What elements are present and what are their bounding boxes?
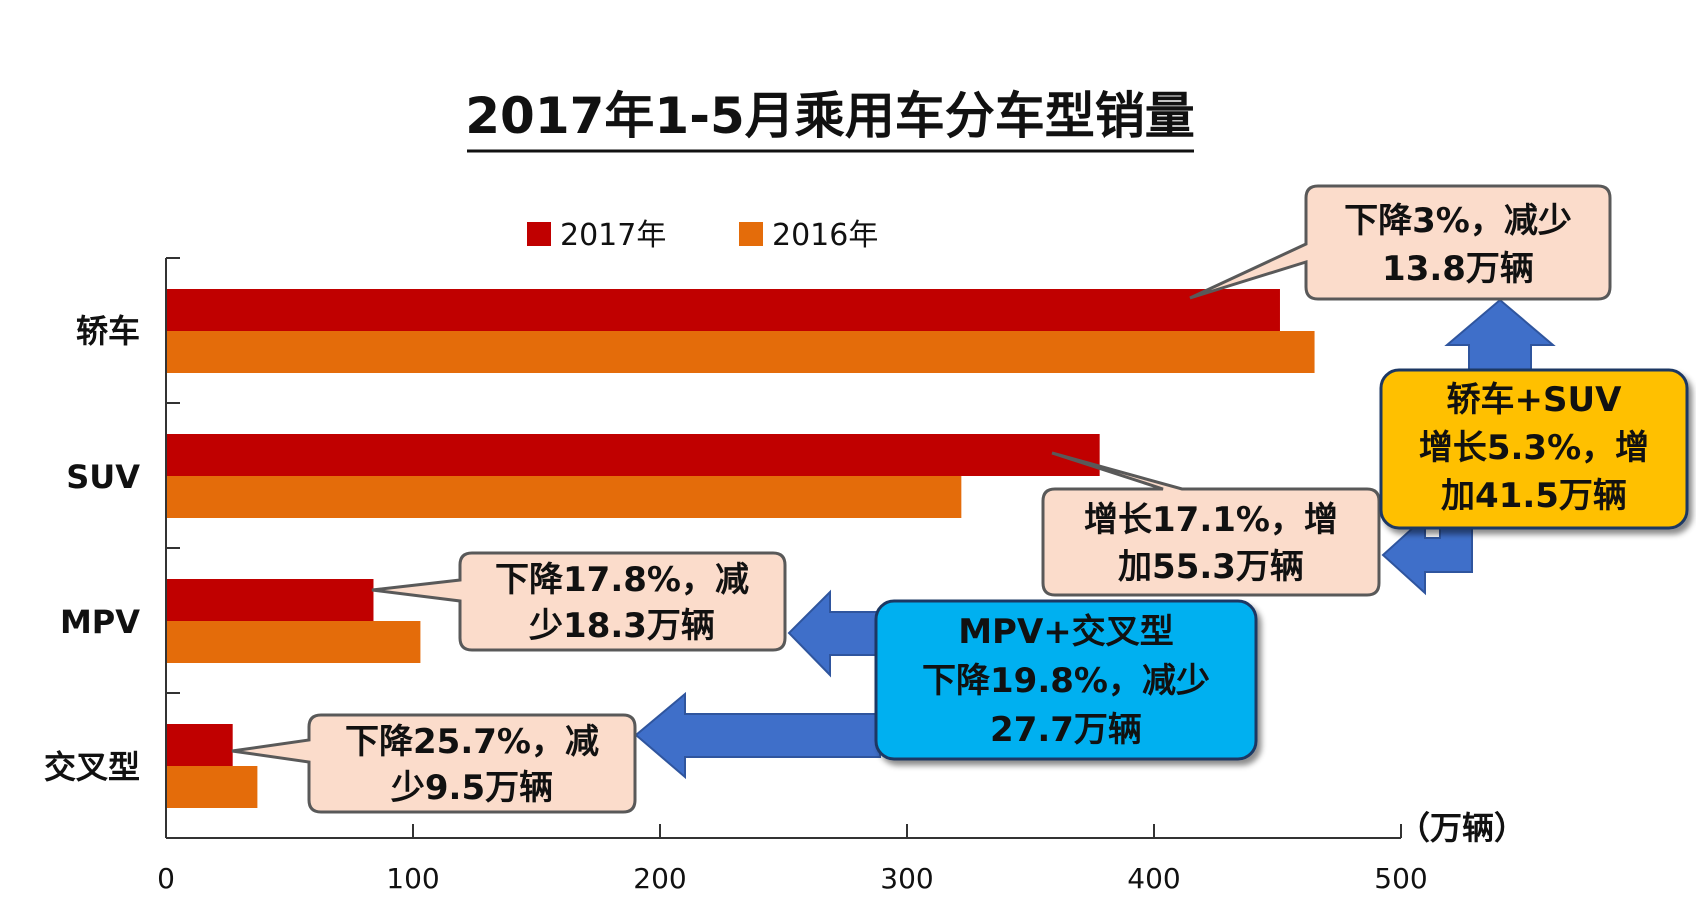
legend-label-2017: 2017年 — [560, 218, 666, 253]
callout-crossover: 下降25.7%，减 少9.5万辆 — [231, 713, 637, 814]
bar-suv-2017 — [166, 434, 1100, 476]
summary-sedan-suv-line2: 增长5.3%，增 — [1419, 428, 1649, 468]
callout-sedan-bubble — [1189, 184, 1612, 301]
chart-title: 2017年1-5月乘用车分车型销量 — [465, 87, 1195, 145]
summary-mpv-crossover-line1: MPV+交叉型 — [958, 612, 1174, 652]
x-tick-label: 200 — [633, 862, 686, 895]
callout-suv-bubble — [1041, 451, 1381, 597]
bar-sedan-2017 — [166, 289, 1280, 331]
x-tick-label: 500 — [1374, 862, 1427, 895]
callout-crossover-bubble — [231, 713, 637, 814]
x-tick-label: 0 — [157, 862, 175, 895]
bar-crossover-2016 — [166, 766, 258, 808]
callout-sedan-line1: 下降3%，减少 — [1344, 201, 1572, 241]
category-label-suv: SUV — [66, 458, 140, 496]
legend-swatch-2017 — [527, 222, 551, 246]
summary-mpv-crossover: MPV+交叉型 下降19.8%，减少 27.7万辆 — [874, 599, 1258, 761]
summary-sedan-suv-line1: 轿车+SUV — [1447, 380, 1623, 420]
callout-suv-line2: 加55.3万辆 — [1118, 547, 1304, 587]
x-tick-label: 300 — [880, 862, 933, 895]
callout-suv-line1: 增长17.1%，增 — [1084, 500, 1338, 540]
x-ticks-group: 0 100 200 300 400 500 — [157, 824, 1428, 895]
callout-mpv: 下降17.8%，减 少18.3万辆 — [371, 551, 787, 652]
callout-crossover-line1: 下降25.7%，减 — [345, 722, 599, 762]
summary-mpv-crossover-box — [874, 599, 1258, 761]
summary-sedan-suv-line3: 加41.5万辆 — [1441, 476, 1627, 516]
category-label-crossover: 交叉型 — [44, 748, 140, 786]
summary-sedan-suv-box — [1379, 368, 1689, 530]
category-label-mpv: MPV — [60, 603, 140, 641]
category-label-sedan: 轿车 — [76, 312, 140, 350]
callout-crossover-line2: 少9.5万辆 — [391, 768, 553, 808]
callout-mpv-bubble — [371, 551, 787, 652]
x-tick-label: 100 — [386, 862, 439, 895]
callout-mpv-line2: 少18.3万辆 — [529, 606, 715, 646]
summary-sedan-suv: 轿车+SUV 增长5.3%，增 加41.5万辆 — [1379, 368, 1689, 530]
bar-mpv-2016 — [166, 621, 421, 663]
callout-mpv-line1: 下降17.8%，减 — [495, 560, 749, 600]
summary-mpv-crossover-line2: 下降19.8%，减少 — [922, 661, 1210, 701]
x-tick-label: 400 — [1127, 862, 1180, 895]
legend-swatch-2016 — [739, 222, 763, 246]
x-axis-unit-label: （万辆） — [1398, 809, 1526, 847]
arrow-up-to-sedan-callout — [1444, 298, 1556, 371]
bar-mpv-2017 — [166, 579, 374, 621]
callout-sedan-line2: 13.8万辆 — [1382, 249, 1534, 289]
callout-suv: 增长17.1%，增 加55.3万辆 — [1041, 451, 1381, 597]
bars-group — [166, 289, 1315, 808]
bar-suv-2016 — [166, 476, 962, 518]
bar-sedan-2016 — [166, 331, 1315, 373]
arrow-left-to-crossover-callout — [634, 691, 881, 780]
callout-sedan: 下降3%，减少 13.8万辆 — [1189, 184, 1612, 301]
bar-crossover-2017 — [166, 724, 233, 766]
legend-label-2016: 2016年 — [772, 218, 878, 253]
arrow-left-to-suv-callout — [1381, 514, 1473, 596]
summary-mpv-crossover-line3: 27.7万辆 — [990, 710, 1142, 750]
y-ticks-group — [166, 257, 180, 839]
